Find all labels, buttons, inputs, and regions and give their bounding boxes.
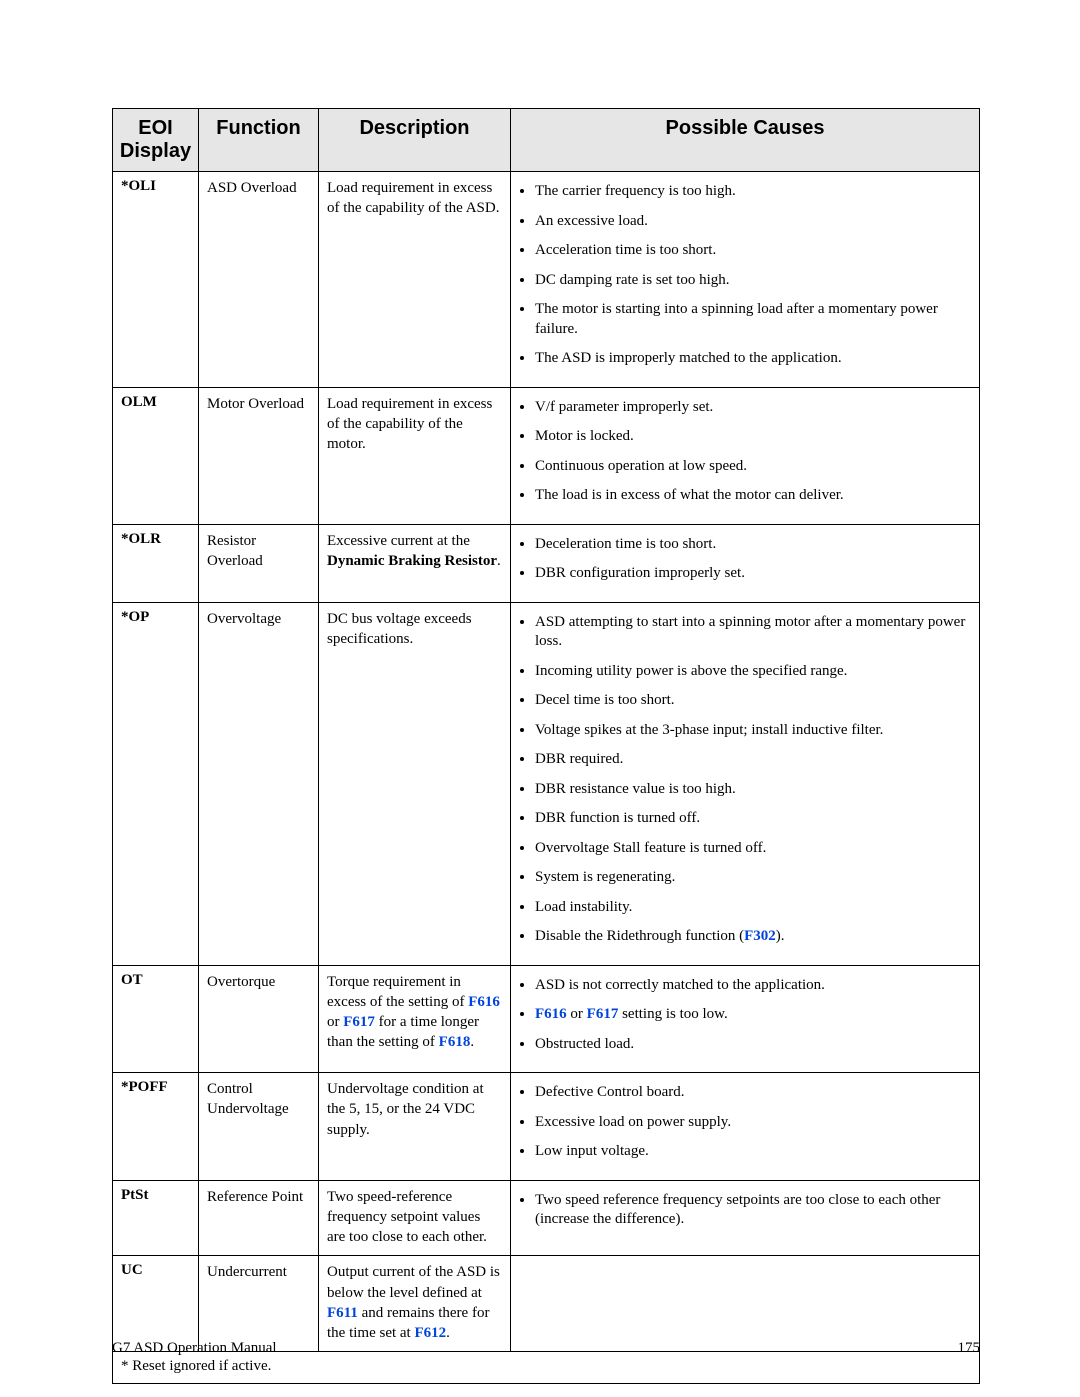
eoi-code: UC [113,1256,199,1352]
cause-item: Voltage spikes at the 3-phase input; ins… [535,721,971,741]
description-cell: DC bus voltage exceeds specifications. [319,602,511,965]
table-head: EOI Display Function Description Possibl… [113,109,980,172]
causes-cell: Deceleration time is too short. DBR confi… [511,524,980,602]
cause-item: The motor is starting into a spinning lo… [535,300,971,339]
cause-item: Two speed reference frequency setpoints … [535,1191,971,1230]
cause-item: DBR required. [535,750,971,770]
cause-item: Load instability. [535,898,971,918]
table-row: PtStReference PointTwo speed-reference f… [113,1180,980,1256]
param-ref[interactable]: F611 [327,1305,358,1321]
cause-item: Decel time is too short. [535,691,971,711]
table-body: *OLIASD OverloadLoad requirement in exce… [113,172,980,1384]
cause-item: Acceleration time is too short. [535,241,971,261]
cause-item: ASD is not correctly matched to the appl… [535,976,971,996]
col-header-description: Description [319,109,511,172]
cause-list: Two speed reference frequency setpoints … [519,1191,971,1230]
param-ref[interactable]: F617 [343,1014,375,1030]
eoi-code: OLM [113,387,199,524]
cause-item: Motor is locked. [535,427,971,447]
param-ref[interactable]: F618 [439,1034,471,1050]
eoi-code: *POFF [113,1073,199,1181]
cause-item: DC damping rate is set too high. [535,271,971,291]
cause-list: ASD attempting to start into a spinning … [519,613,971,947]
eoi-code: PtSt [113,1180,199,1256]
causes-cell: ASD attempting to start into a spinning … [511,602,980,965]
cause-item: F616 or F617 setting is too low. [535,1005,971,1025]
description-cell: Undervoltage condition at the 5, 15, or … [319,1073,511,1181]
param-ref[interactable]: F302 [744,928,776,944]
bold-text: Dynamic Braking Resistor [327,553,497,569]
description-cell: Load requirement in excess of the capabi… [319,387,511,524]
table-row: *OLRResistor OverloadExcessive current a… [113,524,980,602]
function-cell: Motor Overload [199,387,319,524]
table-row: *OLIASD OverloadLoad requirement in exce… [113,172,980,388]
page: EOI Display Function Description Possibl… [0,0,1080,1397]
table-row: UCUndercurrentOutput current of the ASD … [113,1256,980,1352]
cause-item: Overvoltage Stall feature is turned off. [535,839,971,859]
cause-item: Deceleration time is too short. [535,535,971,555]
cause-list: ASD is not correctly matched to the appl… [519,976,971,1055]
cause-item: V/f parameter improperly set. [535,398,971,418]
cause-item: ASD attempting to start into a spinning … [535,613,971,652]
function-cell: Reference Point [199,1180,319,1256]
eoi-code: *OLI [113,172,199,388]
cause-item: The carrier frequency is too high. [535,182,971,202]
eoi-code: *OP [113,602,199,965]
cause-item: System is regenerating. [535,868,971,888]
description-cell: Excessive current at the Dynamic Braking… [319,524,511,602]
description-cell: Two speed-reference frequency setpoint v… [319,1180,511,1256]
causes-cell: V/f parameter improperly set. Motor is lo… [511,387,980,524]
cause-item: Incoming utility power is above the spec… [535,662,971,682]
cause-item: Obstructed load. [535,1035,971,1055]
param-ref[interactable]: F617 [587,1006,619,1022]
table-row: OLMMotor OverloadLoad requirement in exc… [113,387,980,524]
param-ref[interactable]: F612 [414,1325,446,1341]
cause-item: Disable the Ridethrough function (F302). [535,927,971,947]
function-cell: Overvoltage [199,602,319,965]
causes-cell: Two speed reference frequency setpoints … [511,1180,980,1256]
cause-item: DBR resistance value is too high. [535,780,971,800]
cause-item: DBR function is turned off. [535,809,971,829]
table-row: OTOvertorqueTorque requirement in excess… [113,965,980,1073]
fault-table: EOI Display Function Description Possibl… [112,108,980,1384]
col-header-possible-causes: Possible Causes [511,109,980,172]
causes-cell: ASD is not correctly matched to the appl… [511,965,980,1073]
page-footer: G7 ASD Operation Manual 175 [112,1340,980,1357]
description-cell: Output current of the ASD is below the l… [319,1256,511,1352]
cause-item: An excessive load. [535,212,971,232]
cause-item: The load is in excess of what the motor … [535,486,971,506]
col-header-eoi-display: EOI Display [113,109,199,172]
function-cell: Control Undervoltage [199,1073,319,1181]
function-cell: ASD Overload [199,172,319,388]
function-cell: Undercurrent [199,1256,319,1352]
cause-item: Defective Control board. [535,1083,971,1103]
description-cell: Torque requirement in excess of the sett… [319,965,511,1073]
cause-item: Low input voltage. [535,1142,971,1162]
cause-list: V/f parameter improperly set. Motor is lo… [519,398,971,506]
cause-item: The ASD is improperly matched to the app… [535,349,971,369]
footer-page-number: 175 [958,1340,981,1357]
footer-title: G7 ASD Operation Manual [112,1340,277,1357]
cause-list: The carrier frequency is too high. An exc… [519,182,971,369]
eoi-code: OT [113,965,199,1073]
causes-cell: Defective Control board. Excessive load o… [511,1073,980,1181]
eoi-code: *OLR [113,524,199,602]
causes-cell: The carrier frequency is too high. An exc… [511,172,980,388]
cause-list: Defective Control board. Excessive load o… [519,1083,971,1162]
param-ref[interactable]: F616 [468,994,500,1010]
cause-item: DBR configuration improperly set. [535,564,971,584]
col-header-function: Function [199,109,319,172]
causes-cell [511,1256,980,1352]
cause-item: Excessive load on power supply. [535,1113,971,1133]
cause-list: Deceleration time is too short. DBR confi… [519,535,971,584]
table-row: *OPOvervoltageDC bus voltage exceeds spe… [113,602,980,965]
function-cell: Resistor Overload [199,524,319,602]
description-cell: Load requirement in excess of the capabi… [319,172,511,388]
param-ref[interactable]: F616 [535,1006,567,1022]
table-row: *POFFControl UndervoltageUndervoltage co… [113,1073,980,1181]
function-cell: Overtorque [199,965,319,1073]
cause-item: Continuous operation at low speed. [535,457,971,477]
